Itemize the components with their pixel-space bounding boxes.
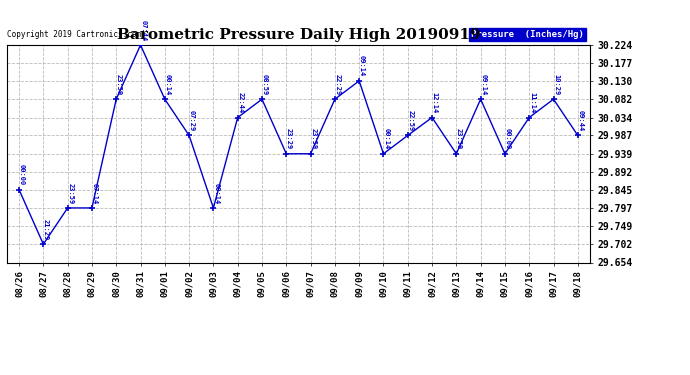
Text: Copyright 2019 Cartronics.com: Copyright 2019 Cartronics.com <box>7 30 141 39</box>
Text: 23:59: 23:59 <box>310 128 316 150</box>
Text: 00:14: 00:14 <box>213 183 219 204</box>
Text: 23:59: 23:59 <box>116 74 122 95</box>
Text: 00:14: 00:14 <box>383 128 389 150</box>
Text: 12:14: 12:14 <box>432 92 438 113</box>
Text: 11:14: 11:14 <box>529 92 535 113</box>
Text: 09:14: 09:14 <box>480 74 486 95</box>
Text: 00:14: 00:14 <box>165 74 170 95</box>
Text: 09:44: 09:44 <box>578 110 584 131</box>
Text: 22:59: 22:59 <box>408 110 413 131</box>
Text: 00:00: 00:00 <box>19 164 25 186</box>
Text: 23:29: 23:29 <box>286 128 292 150</box>
Text: 07:44: 07:44 <box>140 20 146 41</box>
Text: Pressure  (Inches/Hg): Pressure (Inches/Hg) <box>471 30 584 39</box>
Text: 23:59: 23:59 <box>68 183 73 204</box>
Title: Barometric Pressure Daily High 20190919: Barometric Pressure Daily High 20190919 <box>117 28 480 42</box>
Text: 09:14: 09:14 <box>359 56 365 77</box>
Text: 10:29: 10:29 <box>553 74 560 95</box>
Text: 22:44: 22:44 <box>237 92 244 113</box>
Text: 21:29: 21:29 <box>43 219 49 240</box>
Text: 23:59: 23:59 <box>456 128 462 150</box>
Text: 00:00: 00:00 <box>504 128 511 150</box>
Text: 22:29: 22:29 <box>335 74 341 95</box>
Text: 08:59: 08:59 <box>262 74 268 95</box>
Text: 07:14: 07:14 <box>92 183 98 204</box>
Text: 07:29: 07:29 <box>189 110 195 131</box>
